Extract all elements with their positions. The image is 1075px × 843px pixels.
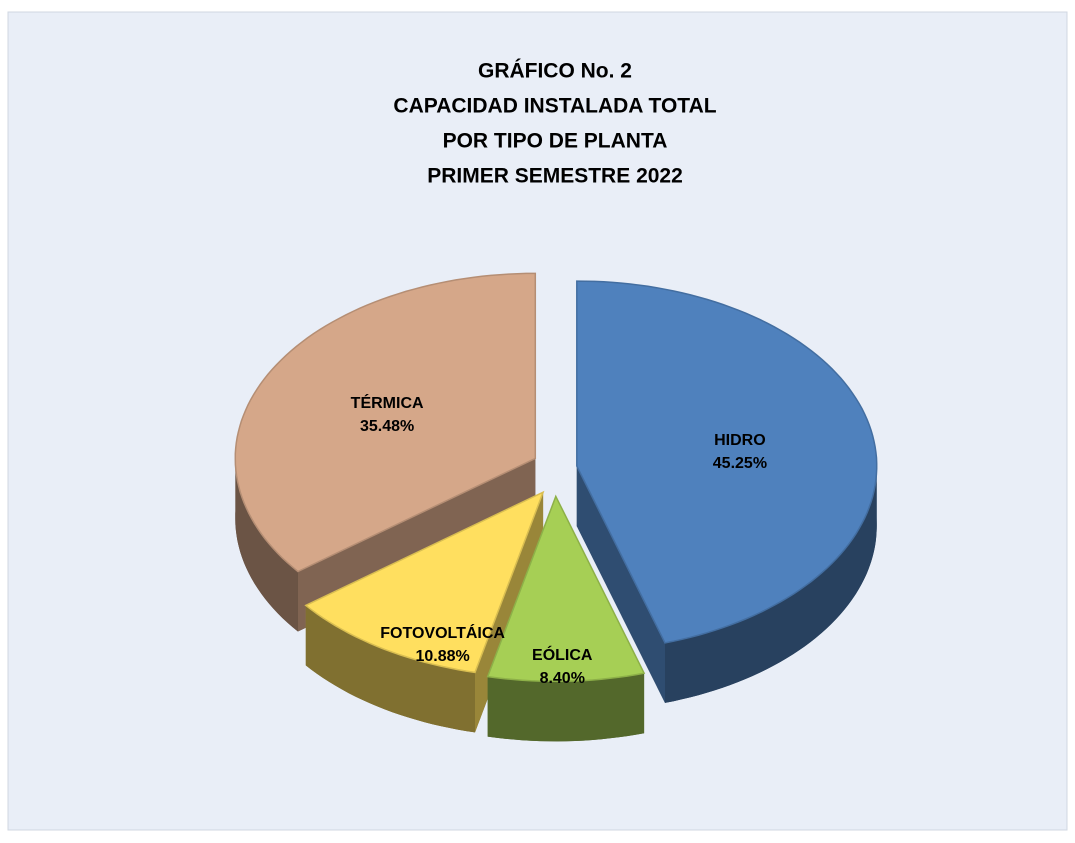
slice-label: HIDRO <box>714 432 766 449</box>
slice <box>486 494 646 683</box>
slice-wall <box>665 466 877 703</box>
slice-wall <box>305 605 475 733</box>
slice-label: FOTOVOLTÁICA <box>380 623 505 642</box>
slice <box>576 280 878 644</box>
chart-title: PRIMER SEMESTRE 2022 <box>427 165 683 188</box>
slice-side <box>576 466 665 703</box>
slice-value-label: 45.25% <box>713 455 767 472</box>
slice-wall <box>235 458 298 632</box>
slice-label: EÓLICA <box>532 645 593 664</box>
chart-title: POR TIPO DE PLANTA <box>443 130 668 153</box>
slice <box>234 272 537 573</box>
slice <box>304 490 545 674</box>
slice-value-label: 8.40% <box>540 670 585 687</box>
slice-value-label: 35.48% <box>360 418 414 435</box>
slice-value-label: 10.88% <box>415 648 469 665</box>
chart-title: CAPACIDAD INSTALADA TOTAL <box>393 95 716 118</box>
chart-title: GRÁFICO No. 2 <box>478 60 632 83</box>
slice-wall <box>487 673 645 742</box>
slice-label: TÉRMICA <box>351 393 424 412</box>
